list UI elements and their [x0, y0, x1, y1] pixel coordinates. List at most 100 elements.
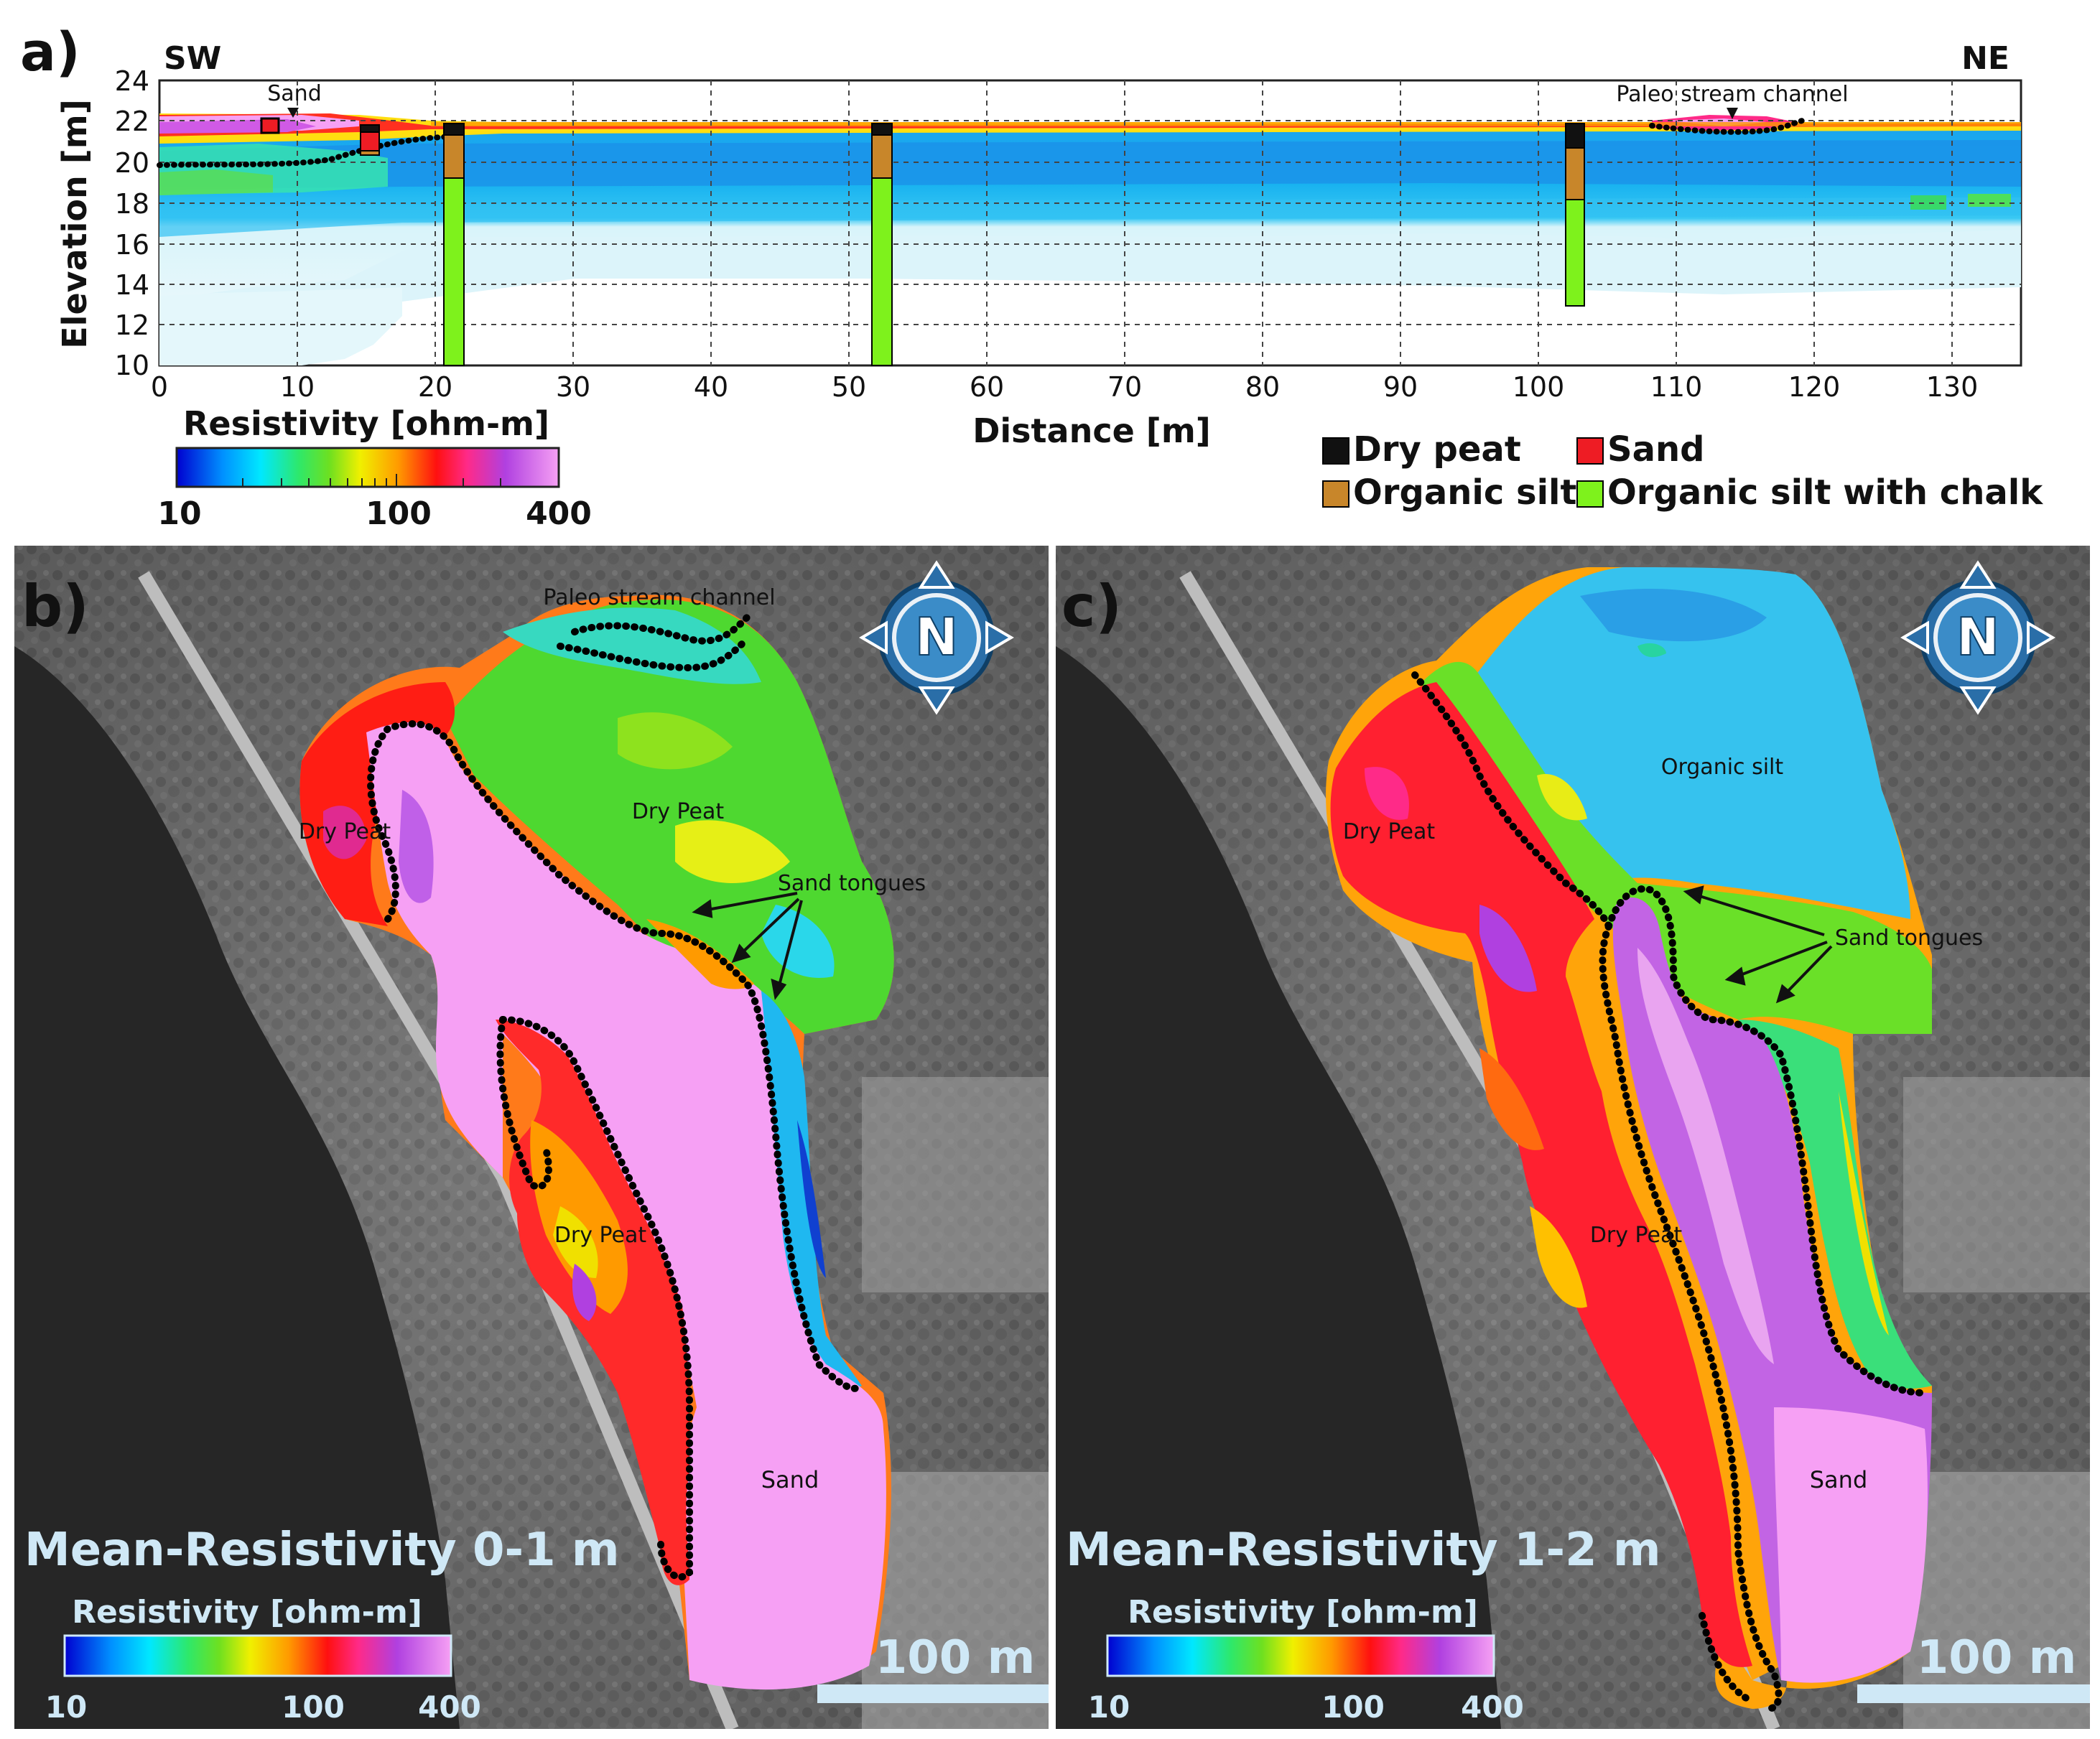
boundary-channel-2: [557, 635, 751, 672]
boundaries-c: [1411, 671, 1928, 1712]
panel-b-label: b): [22, 573, 89, 640]
boundary-organic-silt: [1411, 671, 1612, 930]
legend-dry-peat: Dry peat: [1353, 429, 1521, 470]
legend-swatch-organic-silt-chalk: [1576, 480, 1604, 508]
interface-line-channel: [1649, 118, 1806, 135]
colorbar-tick: 400: [526, 495, 592, 532]
legend-swatch-organic-silt: [1322, 480, 1349, 508]
colorbar-c-title: Resistivity [ohm-m]: [1128, 1594, 1478, 1631]
colorbar-a-minor-ticks: [242, 474, 501, 487]
colorbar-tick: 400: [418, 1689, 481, 1725]
map-title-c: Mean-Resistivity 1-2 m: [1066, 1524, 1661, 1577]
colorbar-c-ticks: 10 100 400: [1088, 1689, 1524, 1725]
borehole-2: [871, 123, 893, 366]
y-tick: 24: [115, 65, 149, 97]
panel-b: Paleo stream channel Dry Peat Dry Peat D…: [14, 546, 1049, 1729]
scale-bar-c: [1857, 1684, 2090, 1703]
annotation-dry-peat-b2: Dry Peat: [632, 799, 725, 824]
north-arrow-b: N: [862, 563, 1011, 712]
annotation-dry-peat-c1: Dry Peat: [1343, 819, 1436, 844]
x-tick: 130: [1926, 371, 1979, 403]
lake: [14, 646, 460, 1729]
boundary-sand-right: [1605, 885, 1928, 1397]
resistivity-map-c: [1326, 567, 1932, 1709]
x-tick: 10: [280, 371, 315, 403]
y-axis-label: Elevation [m]: [55, 99, 94, 349]
y-tick: 12: [115, 309, 149, 341]
annotation-sand-tongues-c: Sand tongues: [1835, 926, 1983, 951]
legend-organic-silt: Organic silt: [1353, 472, 1576, 513]
y-tick: 18: [115, 188, 149, 220]
y-tick: 22: [115, 106, 149, 137]
y-tick: 10: [115, 350, 149, 381]
sand-tongue-arrows-c: [1683, 885, 1833, 1004]
panel-separator: [1049, 546, 1056, 1736]
y-tick: 14: [115, 269, 149, 301]
colorbar-tick: 10: [157, 495, 201, 532]
annotation-sand: Sand: [267, 81, 321, 106]
scale-bar-b: [817, 1684, 1049, 1703]
x-tick: 50: [832, 371, 866, 403]
legend-organic-silt-chalk: Organic silt with chalk: [1607, 472, 2043, 513]
panel-c-label: c): [1061, 573, 1122, 640]
borehole-3: [1565, 123, 1585, 307]
borehole-1: [443, 123, 465, 366]
boundary-sand-outer: [367, 720, 865, 1392]
annotation-sand-arrow: [287, 108, 299, 118]
colorbar-tick: 100: [282, 1689, 345, 1725]
panel-a: a) SW NE: [20, 22, 2043, 532]
x-tick: 40: [694, 371, 728, 403]
colorbar-tick: 10: [45, 1689, 87, 1725]
annotation-paleo-channel: Paleo stream channel: [1616, 82, 1848, 107]
x-tick: 120: [1788, 371, 1841, 403]
scale-label-c: 100 m: [1917, 1631, 2077, 1684]
annotation-organic-silt-c: Organic silt: [1661, 755, 1784, 780]
x-tick: 60: [970, 371, 1004, 403]
colorbar-b-title: Resistivity [ohm-m]: [72, 1594, 422, 1631]
x-tick: 70: [1107, 371, 1142, 403]
annotation-sand-b: Sand: [761, 1466, 819, 1493]
panel-c: Organic silt Dry Peat Dry Peat Sand tong…: [1056, 546, 2090, 1729]
north-arrow-label: N: [915, 607, 958, 667]
colorbar-tick: 100: [1321, 1689, 1385, 1725]
panel-a-label: a): [20, 22, 80, 83]
map-title-b: Mean-Resistivity 0-1 m: [24, 1524, 620, 1577]
boundaries-b: [367, 614, 865, 1581]
colorbar-tick: 400: [1461, 1689, 1524, 1725]
x-tick: 0: [151, 371, 168, 403]
legend-sand: Sand: [1607, 429, 1705, 470]
y-axis-ticks: 24 22 20 18 16 14 12 10: [115, 65, 149, 381]
x-tick: 110: [1650, 371, 1703, 403]
north-arrow-c: N: [1903, 563, 2053, 712]
legend-swatch-dry-peat: [1322, 437, 1349, 465]
x-tick: 30: [556, 371, 590, 403]
annotation-dry-peat-b3: Dry Peat: [554, 1223, 647, 1248]
north-arrow-label: N: [1956, 607, 1999, 667]
annotation-dry-peat-b1: Dry Peat: [299, 819, 391, 844]
section-grid: [159, 80, 2021, 365]
resistivity-map-b: [299, 595, 894, 1690]
scale-label-b: 100 m: [875, 1631, 1036, 1684]
boundary-dry-peat-inner-left: [496, 1016, 552, 1190]
annotation-sand-c: Sand: [1810, 1466, 1868, 1493]
boundary-sand-left: [1599, 923, 1783, 1712]
x-tick: 90: [1383, 371, 1418, 403]
boundary-dry-peat-inner: [499, 1016, 693, 1581]
x-tick: 20: [418, 371, 452, 403]
colorbar-a-title: Resistivity [ohm-m]: [183, 404, 549, 443]
colorbar-a: [175, 447, 560, 488]
sand-marker-1: [260, 117, 280, 134]
boundary-dry-peat-bottom: [1699, 1612, 1756, 1705]
colorbar-tick: 100: [366, 495, 432, 532]
x-tick: 80: [1245, 371, 1280, 403]
colorbar-b: [63, 1634, 452, 1677]
direction-sw: SW: [164, 40, 221, 77]
annotation-paleo-channel-arrow: [1727, 108, 1738, 119]
direction-ne: NE: [1961, 40, 2010, 77]
colorbar-tick: 10: [1088, 1689, 1130, 1725]
sand-marker-2: [360, 124, 380, 156]
colorbar-a-ticks: 10 100 400: [157, 495, 592, 532]
colorbar-b-ticks: 10 100 400: [45, 1689, 481, 1725]
interface-line-left: [157, 134, 455, 168]
